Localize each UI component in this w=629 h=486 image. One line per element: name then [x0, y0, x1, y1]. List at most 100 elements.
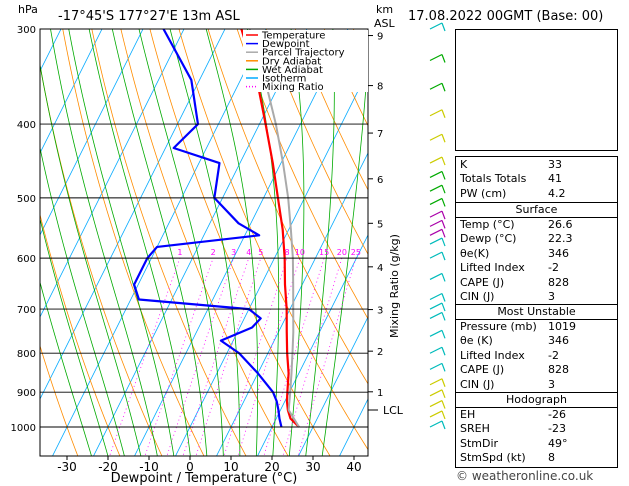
- temp-tick-label: 0: [186, 460, 194, 474]
- legend-label: Wet Adiabat: [262, 65, 323, 76]
- wind-barb-flag: [441, 378, 446, 387]
- series-line-dewpoint: [133, 29, 283, 428]
- wind-barb: [429, 210, 443, 218]
- temp-tick-label: -20: [98, 460, 118, 474]
- km-tick-label: 6: [377, 175, 383, 186]
- mu-row: Pressure (mb) 1019: [460, 320, 576, 333]
- wind-barb: [429, 251, 443, 259]
- wet-adiabat-line: [40, 146, 125, 456]
- mixing-ratio-label: 4: [246, 248, 251, 257]
- isotherm-line: [216, 152, 368, 456]
- temp-tick-label: 30: [305, 460, 320, 474]
- lcl-label: LCL: [383, 404, 404, 417]
- mixing-ratio-label: 3: [231, 248, 236, 257]
- wind-barb: [429, 378, 443, 386]
- surface-panel: Surface Temp (°C) 26.6 Dewp (°C) 22.3 θe(K…: [455, 202, 618, 306]
- wind-barb-flag: [441, 237, 446, 247]
- km-label: km: [376, 3, 394, 16]
- wind-barb-flag: [441, 22, 446, 32]
- isotherm-line: [175, 70, 368, 456]
- surface-row: Lifted Index -2: [460, 261, 559, 275]
- wind-barb-flag: [441, 109, 446, 118]
- hodograph-table: Hodograph EH -26 SREH -23 StmDir 49° StmSpd…: [455, 392, 618, 468]
- pressure-tick-label: 300: [17, 25, 36, 36]
- mu-row: Lifted Index -2: [460, 348, 559, 362]
- wind-barb: [429, 389, 443, 397]
- legend-label: Isotherm: [262, 74, 306, 85]
- wet-adiabat-line: [88, 29, 191, 456]
- wet-adiabat-line: [305, 29, 335, 456]
- legend-label: Dry Adiabat: [262, 56, 321, 67]
- wind-barb-flag: [441, 302, 446, 312]
- watermark: © weatheronline.co.uk: [456, 469, 594, 483]
- index-row-k: K 33: [460, 158, 562, 171]
- mu-row: CIN (J) 3: [460, 377, 555, 391]
- wet-adiabat-line: [205, 29, 259, 456]
- wind-barb: [429, 410, 443, 418]
- wind-barb-flag: [441, 389, 446, 399]
- wind-barb: [429, 346, 443, 354]
- dry-adiabat-line: [40, 344, 79, 456]
- wind-barb-flag: [441, 312, 446, 321]
- wet-adiabat-line: [40, 280, 92, 456]
- mixing-ratio-label: 8: [284, 248, 289, 257]
- isotherm-line: [40, 29, 62, 72]
- wet-adiabat-line: [68, 29, 175, 456]
- dry-adiabat-line: [40, 213, 121, 456]
- wind-barb-flag: [441, 198, 446, 207]
- pressure-tick-label: 900: [17, 388, 36, 399]
- km-tick-label: 5: [377, 219, 383, 230]
- isotherm-line: [40, 29, 226, 400]
- mixing-ratio-label: 5: [258, 248, 263, 257]
- legend-box: [243, 30, 368, 92]
- wind-barb: [429, 156, 443, 164]
- wind-barb-flag: [441, 293, 446, 302]
- temp-tick-label: -10: [139, 460, 159, 474]
- series-line-parcel-trajectory: [248, 29, 300, 428]
- wind-barb: [429, 53, 443, 62]
- wind-barb: [429, 237, 443, 245]
- wind-barb: [429, 292, 443, 301]
- wet-adiabat-line: [40, 62, 142, 456]
- km-tick-label: 9: [377, 32, 383, 43]
- index-row-pw: PW (cm) 4.2: [460, 186, 566, 200]
- wind-barb: [429, 362, 443, 370]
- wind-barb-flag: [441, 229, 446, 238]
- wind-barb-flag: [441, 347, 446, 356]
- wind-barb-flag: [441, 330, 446, 339]
- surface-row: Dewp (°C) 22.3: [460, 232, 573, 246]
- wet-adiabat-line: [50, 29, 158, 456]
- hodograph-box: [455, 29, 618, 151]
- hodograph-table-title: Hodograph: [456, 393, 617, 408]
- wind-barb: [429, 109, 443, 117]
- wind-barb-flag: [441, 184, 446, 194]
- wind-barb: [429, 400, 443, 408]
- wet-adiabat-line: [138, 29, 224, 456]
- wind-barb-flag: [441, 210, 446, 220]
- pressure-tick-label: 700: [17, 305, 36, 316]
- most-unstable-panel: Most Unstable Pressure (mb) 1019 θe (K) 34…: [455, 304, 618, 394]
- wind-barb-flag: [441, 420, 446, 430]
- km-tick-label: 1: [377, 388, 383, 399]
- mixing-ratio-label: 20: [337, 248, 347, 257]
- indices-panel: K 33 Totals Totals 41 PW (cm) 4.2: [455, 156, 618, 205]
- wind-barb: [429, 82, 443, 90]
- wind-barb-flag: [441, 273, 446, 282]
- wind-barb-flag: [441, 251, 446, 261]
- wind-barb-flag: [441, 220, 446, 229]
- pressure-tick-label: 1000: [11, 423, 36, 434]
- wind-barb-flag: [441, 363, 446, 372]
- wind-barb: [429, 329, 443, 337]
- km-tick-label: 2: [377, 347, 383, 358]
- wind-barb: [429, 197, 443, 205]
- hodo-row: EH -26: [460, 408, 566, 421]
- mixing-ratio-label: 25: [351, 248, 361, 257]
- wind-barb-flag: [441, 83, 446, 92]
- dry-adiabat-line: [294, 29, 368, 191]
- wet-adiabat-line: [169, 29, 241, 456]
- km-tick-label: 3: [377, 306, 383, 317]
- wind-barb-flag: [441, 171, 446, 180]
- hodo-row: StmSpd (kt) 8: [460, 451, 555, 465]
- mixing-ratio-line: [297, 258, 357, 456]
